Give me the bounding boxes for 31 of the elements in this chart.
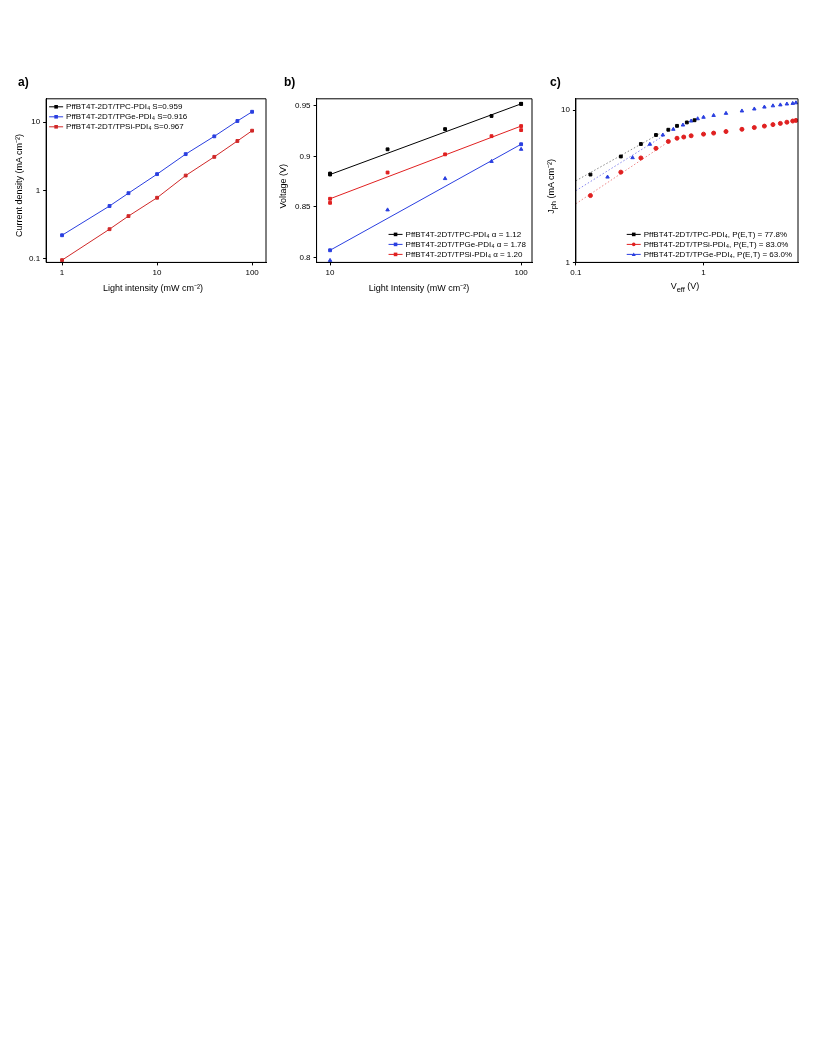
- x-tick-label: 0.1: [570, 268, 583, 278]
- x-axis-title: Light intensity (mW cm⁻²): [102, 282, 204, 294]
- legend-label: PffBT4T-2DT/TPC-PDI₄ S=0.959: [66, 102, 183, 111]
- y-axis-title: Voltage (V): [278, 163, 289, 209]
- x-tick-label: 100: [514, 268, 529, 278]
- x-axis-title: Light Intensity (mW cm⁻²): [367, 282, 471, 294]
- y-tick-label: 0.95: [294, 101, 312, 111]
- x-tick-label: 1: [59, 268, 65, 278]
- legend-label: PffBT4T-2DT/TPGe-PDI₄, P(E,T) = 63.0%: [643, 249, 793, 259]
- chart-title: a): [18, 75, 30, 91]
- y-tick-label: 0.8: [299, 252, 312, 262]
- y-axis-title: Current density (mA cm⁻²): [13, 134, 25, 238]
- chart-title: b): [284, 75, 297, 91]
- legend-label: PffBT4T-2DT/TPC-PDI₄ α = 1.12: [405, 229, 522, 239]
- x-tick-label: 1: [701, 268, 707, 278]
- legend-label: PffBT4T-2DT/TPSi-PDI₄, P(E,T) = 83.0%: [643, 239, 789, 249]
- y-tick-label: 10: [31, 117, 41, 127]
- legend-label: PffBT4T-2DT/TPSi-PDI₄ α = 1.20: [405, 249, 523, 259]
- legend-label: PffBT4T-2DT/TPSi-PDI₄ S=0.967: [66, 122, 185, 131]
- chart-title: c): [550, 75, 562, 91]
- legend-label: PffBT4T-2DT/TPGe-PDI₄ α = 1.78: [405, 239, 527, 249]
- legend-label: PffBT4T-2DT/TPGe-PDI₄ S=0.916: [66, 112, 188, 121]
- y-tick-label: 0.9: [299, 151, 312, 161]
- x-tick-label: 10: [325, 268, 336, 278]
- y-tick-label: 0.1: [29, 253, 41, 263]
- x-tick-label: 10: [152, 268, 163, 278]
- y-tick-label: 0.85: [294, 202, 312, 212]
- x-axis-title: V$_{eff}$ (V): [669, 281, 701, 294]
- legend-label: PffBT4T-2DT/TPC-PDI₄, P(E,T) = 77.8%: [643, 229, 788, 239]
- y-tick-label: 1: [35, 185, 41, 195]
- x-tick-label: 100: [245, 268, 260, 278]
